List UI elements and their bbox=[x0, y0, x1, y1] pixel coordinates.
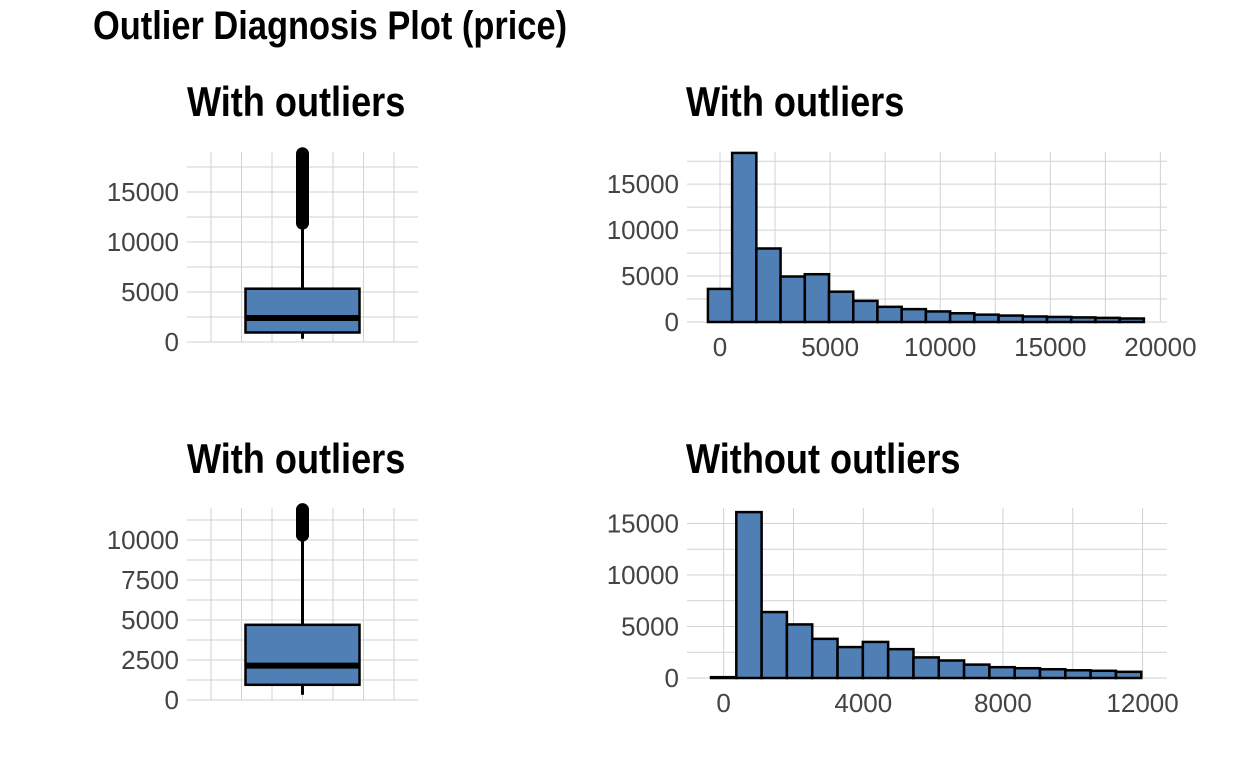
panel-title: With outliers bbox=[187, 80, 405, 126]
histogram-bar bbox=[827, 290, 855, 324]
histogram-bar bbox=[1114, 670, 1143, 680]
y-tick-label: 10000 bbox=[607, 560, 679, 590]
panel-title: Without outliers bbox=[686, 437, 960, 483]
y-tick-label: 0 bbox=[165, 685, 179, 715]
histogram-bar bbox=[973, 313, 1000, 324]
histogram-bar bbox=[851, 299, 879, 324]
panel-title: With outliers bbox=[187, 437, 405, 483]
x-tick-label: 0 bbox=[713, 332, 727, 362]
histogram-bar bbox=[1118, 317, 1146, 324]
histogram-bar bbox=[1045, 315, 1073, 324]
histogram-bar bbox=[900, 307, 928, 324]
histogram-bar bbox=[755, 247, 782, 324]
histogram-bar bbox=[836, 645, 865, 680]
x-tick-label: 4000 bbox=[834, 688, 892, 718]
histogram-bar bbox=[997, 314, 1025, 324]
x-tick-label: 20000 bbox=[1124, 332, 1196, 362]
histogram-bar bbox=[962, 663, 991, 680]
y-tick-label: 0 bbox=[665, 307, 679, 337]
page-title: Outlier Diagnosis Plot (price) bbox=[93, 4, 568, 48]
x-tick-label: 12000 bbox=[1106, 688, 1178, 718]
histogram-bar bbox=[779, 275, 807, 324]
histogram-bar bbox=[709, 675, 738, 680]
outlier-points bbox=[296, 147, 309, 230]
histogram-bar bbox=[1013, 666, 1042, 680]
y-tick-label: 0 bbox=[165, 327, 179, 357]
y-tick-label: 5000 bbox=[121, 605, 179, 635]
x-tick-label: 0 bbox=[716, 688, 730, 718]
histogram-bar bbox=[760, 610, 789, 680]
histogram-bar bbox=[1064, 669, 1092, 680]
box-iqr bbox=[244, 287, 361, 334]
box-iqr bbox=[244, 623, 361, 687]
histogram-bar bbox=[1038, 667, 1067, 680]
y-tick-label: 5000 bbox=[621, 611, 679, 641]
y-tick-label: 5000 bbox=[121, 277, 179, 307]
histogram-bar bbox=[735, 510, 763, 680]
y-tick-label: 0 bbox=[665, 663, 679, 693]
y-tick-label: 10000 bbox=[607, 215, 679, 245]
y-tick-label: 2500 bbox=[121, 645, 179, 675]
x-tick-label: 5000 bbox=[801, 332, 859, 362]
histogram-bar bbox=[876, 305, 903, 324]
histogram-bar bbox=[886, 647, 915, 680]
histogram-bar bbox=[924, 310, 952, 324]
x-tick-label: 8000 bbox=[974, 688, 1032, 718]
x-tick-label: 10000 bbox=[904, 332, 976, 362]
histogram-bar bbox=[1069, 316, 1097, 324]
histogram-bar bbox=[803, 272, 831, 324]
outlier-points bbox=[296, 503, 309, 542]
y-tick-label: 15000 bbox=[607, 169, 679, 199]
histogram-bars bbox=[706, 151, 1146, 324]
outlier-point bbox=[296, 503, 309, 517]
histogram-bar bbox=[706, 287, 734, 324]
histogram-bar bbox=[937, 659, 966, 680]
y-tick-label: 10000 bbox=[107, 525, 179, 555]
y-tick-label: 15000 bbox=[107, 177, 179, 207]
histogram-bar bbox=[861, 640, 890, 680]
x-tick-label: 15000 bbox=[1014, 332, 1086, 362]
histogram-bar bbox=[948, 312, 976, 324]
histogram-bars bbox=[709, 510, 1143, 680]
y-tick-label: 15000 bbox=[607, 508, 679, 538]
histogram-bar bbox=[1094, 316, 1121, 324]
histogram-bar bbox=[988, 665, 1016, 680]
histogram-bar bbox=[912, 656, 941, 680]
panel-title: With outliers bbox=[686, 80, 904, 126]
histogram-bar bbox=[785, 623, 814, 680]
histogram-bar bbox=[730, 151, 758, 324]
histogram-bar bbox=[1021, 315, 1049, 324]
y-tick-label: 5000 bbox=[621, 261, 679, 291]
y-tick-label: 7500 bbox=[121, 565, 179, 595]
y-tick-label: 10000 bbox=[107, 227, 179, 257]
outlier-point bbox=[296, 147, 309, 161]
histogram-bar bbox=[1089, 669, 1118, 680]
histogram-bar bbox=[810, 637, 839, 680]
